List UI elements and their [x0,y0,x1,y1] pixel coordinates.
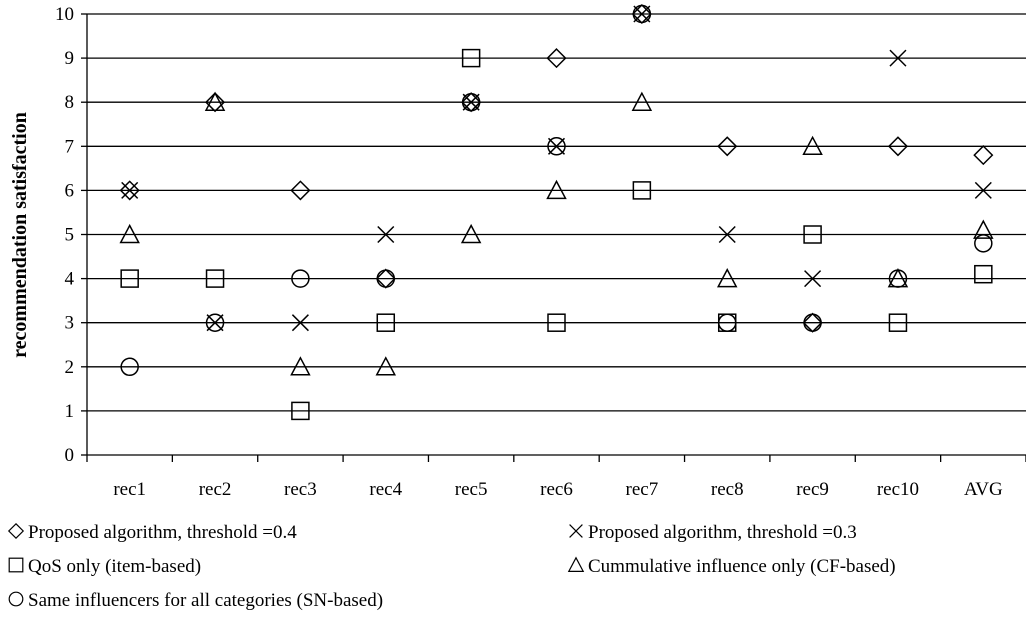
data-markers [119,3,994,421]
data-point-diamond [119,180,140,201]
x-tick-label: rec6 [540,479,573,500]
data-point-circle [461,92,481,112]
data-point-triangle [119,223,140,244]
y-tick-labels: 0 1 2 3 4 5 6 7 8 9 10 [55,4,75,466]
data-point-circle [376,269,396,288]
data-point-triangle [631,91,653,111]
data-point-circle [974,234,993,253]
data-point-x [462,93,480,111]
data-point-triangle [375,356,397,376]
data-point-x [633,5,651,23]
x-tick-label: rec7 [626,479,659,500]
data-point-circle [803,313,822,332]
y-tick-label: 8 [65,92,75,113]
data-point-square [803,225,822,244]
y-tick-label: 10 [55,4,74,25]
legend-label: Proposed algorithm, threshold =0.4 [28,522,297,543]
legend-label: Same influencers for all categories (SN-… [28,590,383,611]
axes [86,14,1026,462]
data-point-diamond [290,180,311,201]
data-point-diamond [717,136,738,157]
data-point-square [888,313,908,332]
data-point-x [206,314,224,332]
data-point-square [291,401,310,421]
legend-marker-diamond [7,522,25,540]
data-point-diamond [204,92,226,113]
data-point-square [205,269,225,288]
x-tick-labels: rec1 rec2 rec3 rec4 rec5 rec6 rec7 rec8 rec9 rec1… [113,479,1003,500]
data-point-triangle [204,91,226,111]
legend-label: Proposed algorithm, threshold =0.3 [588,522,857,543]
data-point-circle [632,4,652,24]
data-point-circle [888,269,908,288]
data-point-x [718,225,736,244]
data-point-square [974,264,993,284]
data-point-circle [205,313,225,332]
data-point-x [974,181,992,199]
y-tick-label: 0 [65,445,75,466]
data-point-square [120,269,139,288]
y-tick-label: 9 [65,48,75,69]
legend-label: Cummulative influence only (CF-based) [588,556,896,577]
data-point-square [632,181,652,200]
legend-marker-square [8,557,24,573]
y-tick-label: 3 [65,313,75,334]
legend-item: Proposed algorithm, threshold =0.3 [569,522,857,543]
y-tick-label: 4 [65,269,75,290]
legend-item: Same influencers for all categories (SN-… [8,590,383,611]
x-tick-label: rec1 [113,479,146,500]
x-tick-label: rec2 [199,479,232,500]
x-tick-label: rec5 [455,479,488,500]
data-point-triangle [802,135,823,156]
x-tick-label: rec9 [796,479,829,500]
data-point-triangle [460,223,482,244]
legend-marker-x [569,524,583,538]
x-tick-label: rec3 [284,479,317,500]
legend-item: Cummulative influence only (CF-based) [567,556,896,577]
data-point-x [547,137,566,155]
data-point-square [461,48,481,68]
legend: Proposed algorithm, threshold =0.4 Propos… [7,522,896,611]
data-point-triangle [546,179,567,200]
data-point-x [377,225,395,244]
y-axis-label: recommendation satisfaction [9,112,31,358]
data-point-circle [120,357,139,377]
data-point-triangle [290,356,311,376]
data-point-x [804,270,822,288]
y-tick-label: 1 [65,401,75,422]
data-point-diamond [887,136,909,157]
data-point-square [376,313,396,332]
y-tick-label: 5 [65,225,75,246]
y-tick-label: 7 [65,136,75,157]
data-point-triangle [716,267,738,288]
data-point-x [291,314,309,332]
legend-label: QoS only (item-based) [28,556,201,577]
legend-marker-triangle [567,556,585,573]
legend-item: Proposed algorithm, threshold =0.4 [7,522,297,543]
data-point-square [547,313,566,332]
data-point-circle [717,313,737,332]
legend-marker-circle [8,591,24,607]
data-point-circle [547,137,566,156]
x-tick-label: rec10 [877,479,919,500]
x-tick-label: rec4 [369,479,402,500]
gridlines [81,13,1026,456]
data-point-triangle [973,219,994,239]
legend-item: QoS only (item-based) [8,556,201,577]
data-point-x [121,181,139,199]
y-tick-label: 2 [65,357,75,378]
x-tick-label: rec8 [711,479,744,500]
data-point-diamond [546,48,567,69]
data-point-x [889,49,907,67]
data-point-diamond [973,145,994,166]
x-tick-label: AVG [964,479,1003,500]
y-tick-label: 6 [65,180,75,201]
data-point-circle [291,269,310,288]
